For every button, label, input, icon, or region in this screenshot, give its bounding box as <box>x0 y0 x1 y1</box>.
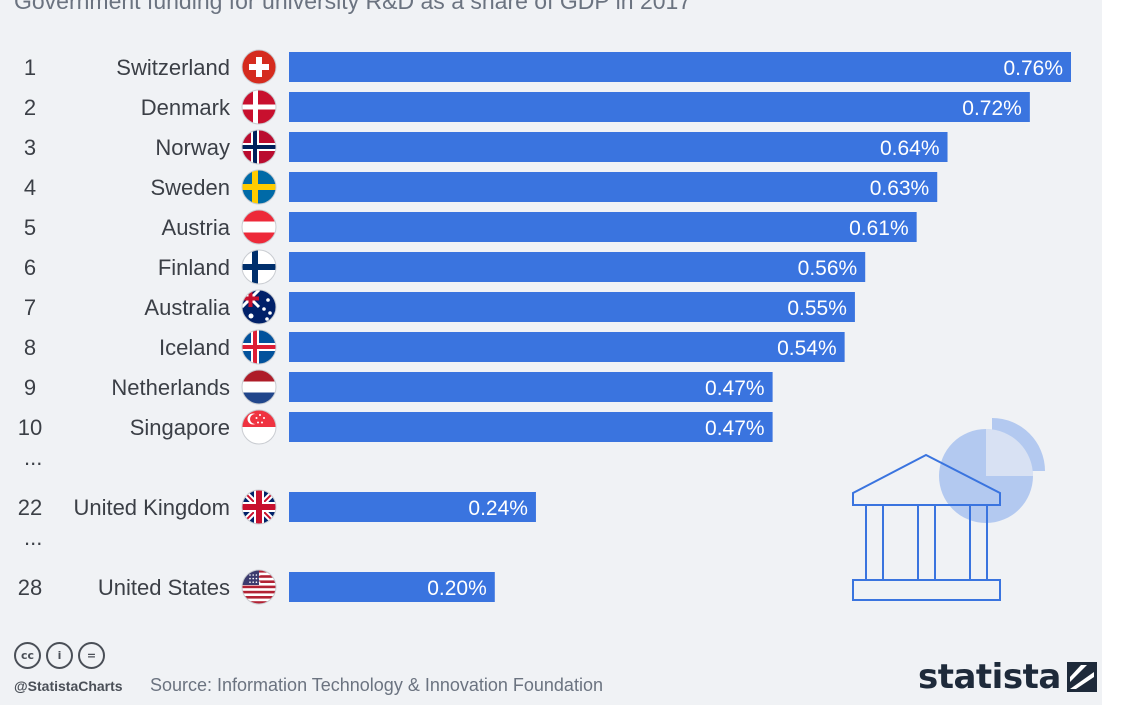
country-label: United States <box>98 575 230 600</box>
rank-label: 28 <box>18 575 42 600</box>
country-label: Austria <box>162 215 231 240</box>
rank-label: 2 <box>24 95 36 120</box>
bar <box>289 212 917 242</box>
rank-label: 22 <box>18 495 42 520</box>
singapore-flag-icon <box>241 409 277 445</box>
value-label: 0.47% <box>705 417 765 440</box>
bar-row: 2 Denmark 0.72% <box>24 89 1030 125</box>
rank-label: 1 <box>24 55 36 80</box>
bar-row: 3 Norway 0.64% <box>24 129 948 165</box>
bar-row: 6 Finland 0.56% <box>24 249 866 285</box>
bar-row: 7 Australia 0.55% <box>24 289 855 325</box>
bar <box>289 412 773 442</box>
bar <box>289 332 845 362</box>
bar-row: 10 Singapore 0.47% <box>18 409 773 445</box>
rank-label: 5 <box>24 215 36 240</box>
denmark-flag-icon <box>241 89 277 125</box>
sweden-flag-icon <box>241 169 277 205</box>
bar <box>289 132 948 162</box>
bar <box>289 92 1030 122</box>
statista-logo-text: statista <box>918 657 1061 697</box>
country-label: Finland <box>158 255 230 280</box>
iceland-flag-icon <box>241 329 277 365</box>
bar <box>289 172 938 202</box>
value-label: 0.24% <box>468 497 528 520</box>
rank-label: 9 <box>24 375 36 400</box>
bar <box>289 252 866 282</box>
bar <box>289 492 536 522</box>
australia-flag-icon <box>241 289 277 325</box>
country-label: United Kingdom <box>73 495 230 520</box>
finland-flag-icon <box>241 249 277 285</box>
country-label: Netherlands <box>111 375 230 400</box>
norway-flag-icon <box>241 129 277 165</box>
license-icons: cc i = <box>14 642 105 669</box>
bar <box>289 292 855 322</box>
rank-label: 8 <box>24 335 36 360</box>
bar-row: 22 United Kingdom 0.24% <box>18 489 536 525</box>
source-note: Source: Information Technology & Innovat… <box>150 675 603 695</box>
bar-row: 8 Iceland 0.54% <box>24 329 845 365</box>
country-label: Sweden <box>150 175 230 200</box>
no-derivatives-icon: = <box>78 642 105 669</box>
switzerland-flag-icon <box>241 49 277 85</box>
austria-flag-icon <box>241 209 277 245</box>
value-label: 0.64% <box>880 137 940 160</box>
country-label: Norway <box>155 135 230 160</box>
bar-row: 28 United States 0.20% <box>18 569 495 605</box>
bar-row: 1 Switzerland 0.76% <box>24 49 1071 85</box>
attribution-icon: i <box>46 642 73 669</box>
country-label: Denmark <box>141 95 231 120</box>
uk-flag-icon <box>241 489 277 525</box>
bar-chart: 1 Switzerland 0.76% 2 Denmark 0.72% 3 Norway 0.6… <box>18 49 1071 605</box>
value-label: 0.55% <box>787 297 847 320</box>
value-label: 0.76% <box>1003 57 1063 80</box>
chart-subtitle: Government funding for university R&D as… <box>14 0 692 14</box>
rank-label: 6 <box>24 255 36 280</box>
statista-logo-icon <box>1066 662 1097 692</box>
country-label: Iceland <box>159 335 230 360</box>
row-gap-ellipsis: ... <box>24 445 42 470</box>
value-label: 0.54% <box>777 337 837 360</box>
netherlands-flag-icon <box>241 369 277 405</box>
country-label: Singapore <box>130 415 230 440</box>
bar <box>289 572 495 602</box>
bar <box>289 372 773 402</box>
bar-row: 4 Sweden 0.63% <box>24 169 938 205</box>
country-label: Australia <box>144 295 230 320</box>
page-margin <box>1102 0 1123 705</box>
statista-handle: @StatistaCharts <box>14 678 123 694</box>
row-gap-ellipsis: ... <box>24 525 42 550</box>
university-chart-illustration <box>852 418 1045 601</box>
rank-label: 3 <box>24 135 36 160</box>
value-label: 0.20% <box>427 577 487 600</box>
value-label: 0.61% <box>849 217 909 240</box>
value-label: 0.47% <box>705 377 765 400</box>
value-label: 0.72% <box>962 97 1022 120</box>
value-label: 0.56% <box>798 257 858 280</box>
bar <box>289 52 1071 82</box>
value-label: 0.63% <box>870 177 930 200</box>
bar-row: 9 Netherlands 0.47% <box>24 369 773 405</box>
rank-label: 4 <box>24 175 36 200</box>
country-label: Switzerland <box>116 55 230 80</box>
creative-commons-icon: cc <box>14 642 41 669</box>
rank-label: 10 <box>18 415 42 440</box>
rank-label: 7 <box>24 295 36 320</box>
us-flag-icon <box>241 569 277 605</box>
statista-logo[interactable]: statista <box>918 657 1097 697</box>
bar-row: 5 Austria 0.61% <box>24 209 917 245</box>
